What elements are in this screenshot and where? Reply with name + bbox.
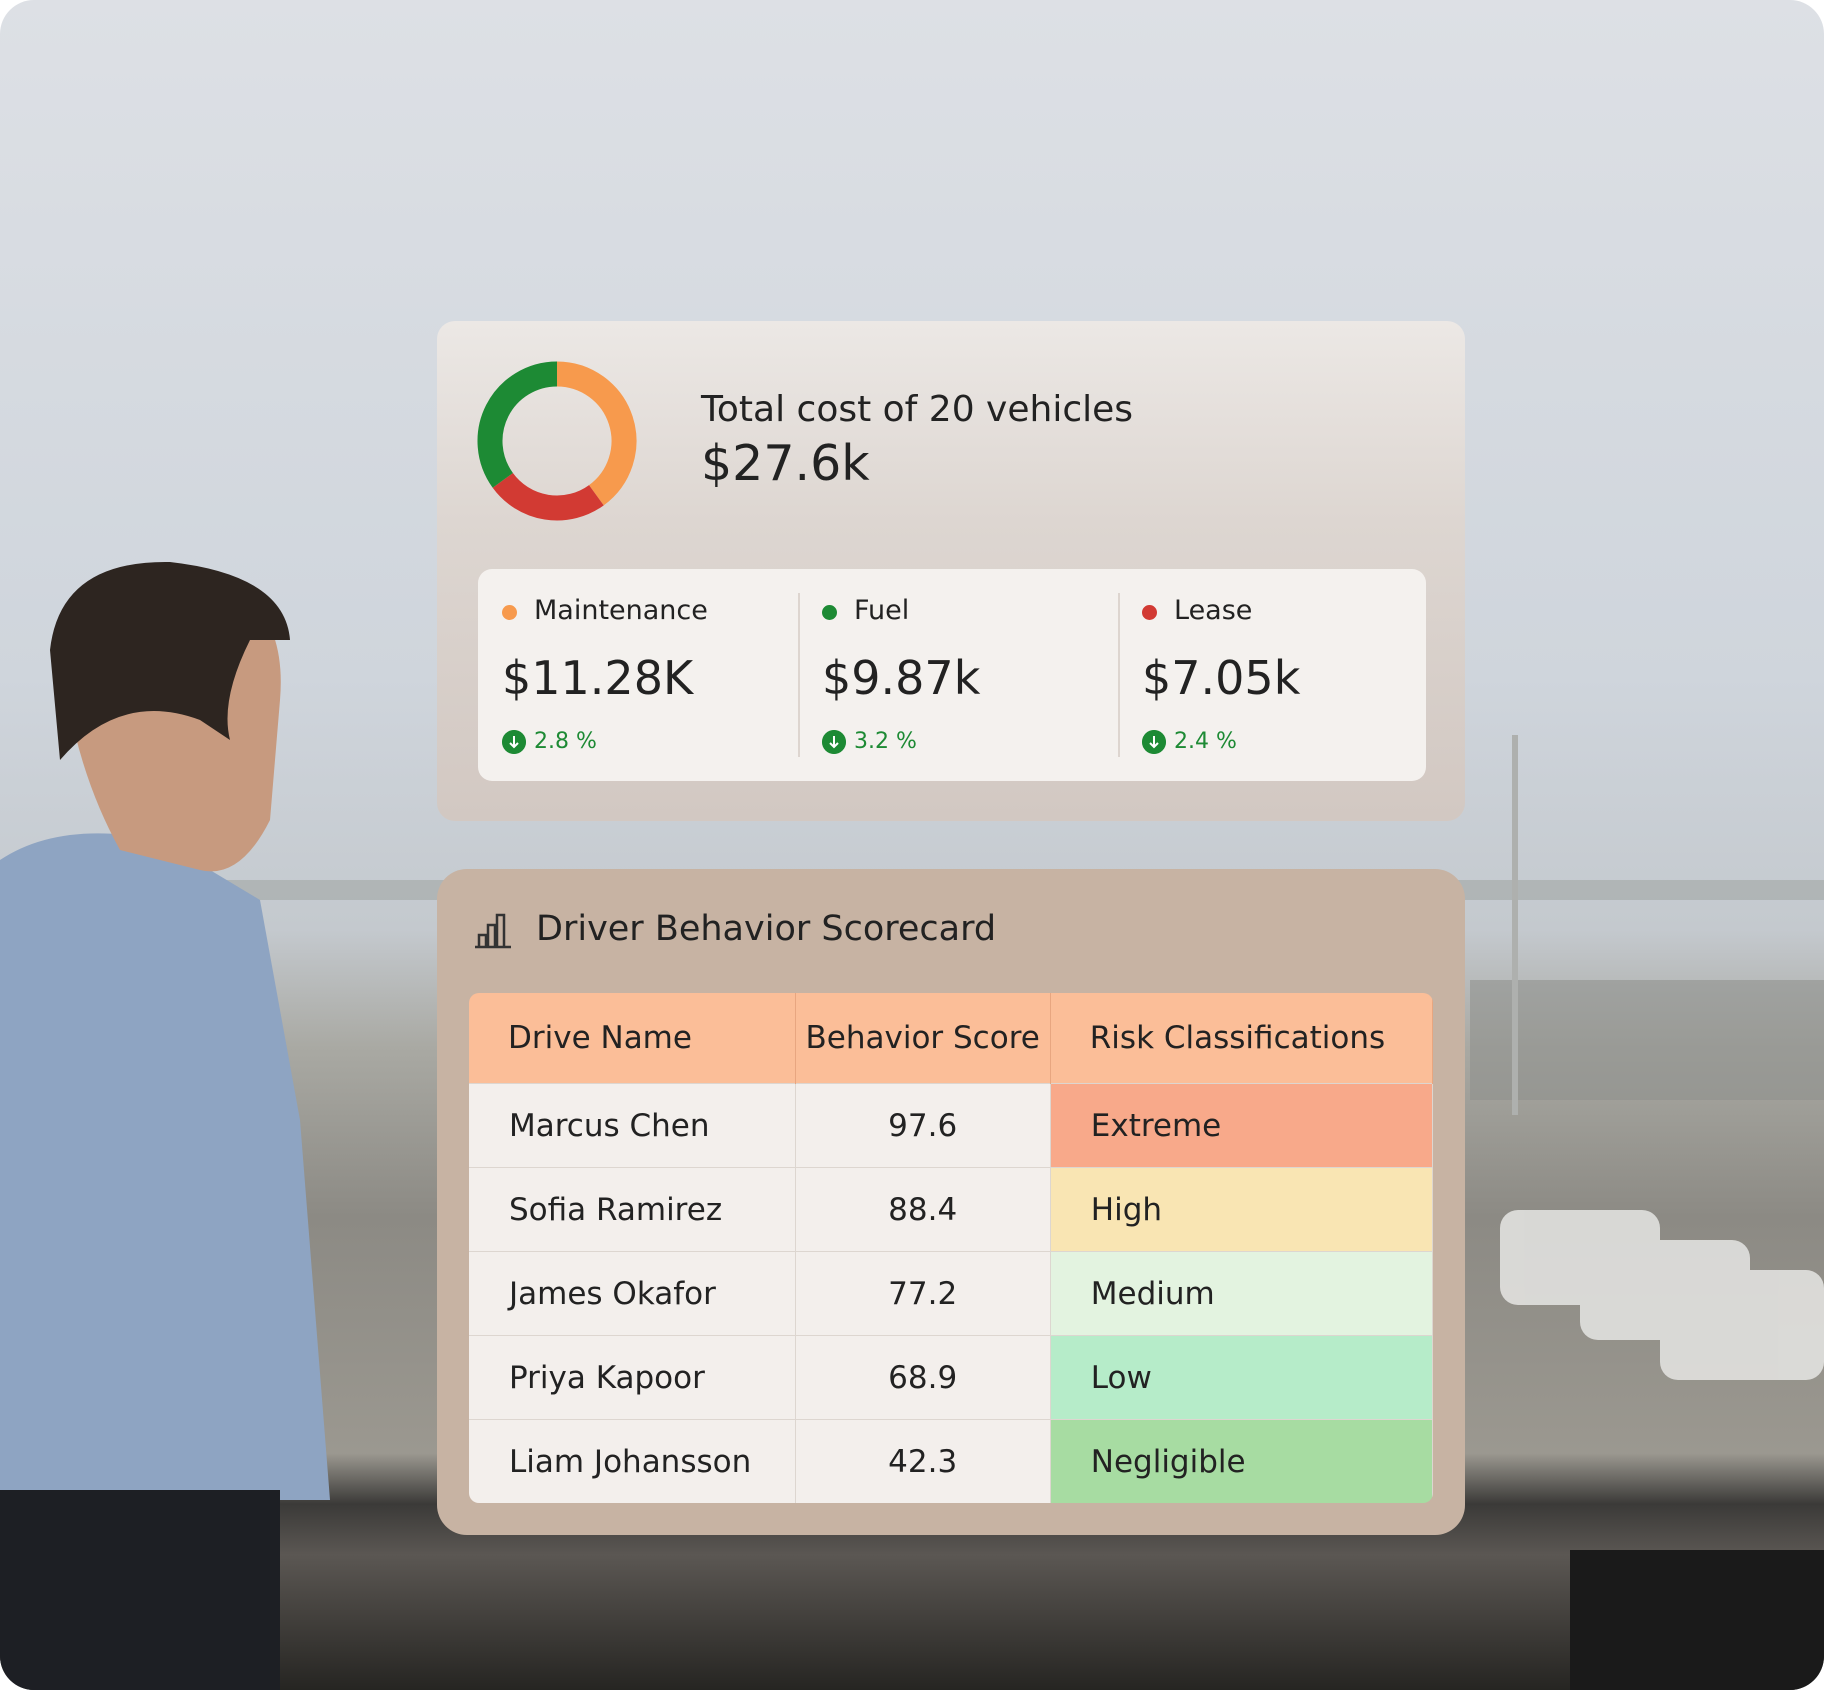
- donut-chart: [477, 361, 637, 521]
- scorecard-title: Driver Behavior Scorecard: [536, 909, 997, 949]
- item-name: Lease: [1174, 595, 1253, 626]
- item-name: Maintenance: [534, 595, 708, 626]
- down-arrow-icon: [502, 730, 526, 754]
- donut-segment: [556, 361, 637, 506]
- column-header: Drive Name: [469, 993, 796, 1084]
- item-change: 2.8 %: [534, 729, 597, 754]
- table-cell: Extreme: [1050, 1083, 1433, 1168]
- table-cell: 88.4: [795, 1167, 1051, 1252]
- cost-item: Lease $7.05k 2.4 %: [1118, 569, 1438, 781]
- column-header: Behavior Score: [795, 993, 1051, 1084]
- table-row: James Okafor 77.2 Medium: [469, 1251, 1433, 1336]
- down-arrow-icon: [1142, 730, 1166, 754]
- table-cell: Negligible: [1050, 1419, 1433, 1503]
- table-cell: 68.9: [795, 1335, 1051, 1420]
- cost-title: Total cost of 20 vehicles: [701, 389, 1134, 430]
- table-cell: Sofia Ramirez: [469, 1167, 796, 1252]
- legend-dot: [502, 605, 517, 620]
- divider: [798, 593, 800, 757]
- table-cell: High: [1050, 1167, 1433, 1252]
- icon-arrow: [1149, 736, 1159, 749]
- table-row: Priya Kapoor 68.9 Low: [469, 1335, 1433, 1420]
- table-cell: Marcus Chen: [469, 1083, 796, 1168]
- cost-total: $27.6k: [701, 435, 870, 492]
- table-cell: James Okafor: [469, 1251, 796, 1336]
- donut-segment: [492, 472, 604, 521]
- column-header: Risk Classifications: [1050, 993, 1433, 1084]
- table-row: Marcus Chen 97.6 Extreme: [469, 1083, 1433, 1168]
- cost-item: Maintenance $11.28K 2.8 %: [478, 569, 798, 781]
- legend-dot: [822, 605, 837, 620]
- down-arrow-icon: [822, 730, 846, 754]
- icon-arrow: [509, 736, 519, 749]
- table-cell: Medium: [1050, 1251, 1433, 1336]
- table-cell: Liam Johansson: [469, 1419, 796, 1503]
- item-name: Fuel: [854, 595, 910, 626]
- item-value: $11.28K: [502, 651, 694, 705]
- legend-dot: [1142, 605, 1157, 620]
- table-cell: 77.2: [795, 1251, 1051, 1336]
- divider: [1118, 593, 1120, 757]
- scorecard-card: Driver Behavior Scorecard Drive Name Beha…: [437, 869, 1465, 1535]
- item-value: $9.87k: [822, 651, 981, 705]
- cost-item: Fuel $9.87k 3.2 %: [798, 569, 1118, 781]
- table-row: Sofia Ramirez 88.4 High: [469, 1167, 1433, 1252]
- icon-arrow: [829, 736, 839, 749]
- item-change: 2.4 %: [1174, 729, 1237, 754]
- donut-segment: [477, 361, 558, 488]
- scorecard-table: Drive Name Behavior Score Risk Classificat…: [469, 993, 1433, 1503]
- table-cell: Priya Kapoor: [469, 1335, 796, 1420]
- table-cell: 42.3: [795, 1419, 1051, 1503]
- table-cell: 97.6: [795, 1083, 1051, 1168]
- cost-card: Total cost of 20 vehicles $27.6k Mainten…: [437, 321, 1465, 821]
- item-value: $7.05k: [1142, 651, 1301, 705]
- chart-icon: [475, 913, 511, 949]
- cost-breakdown: Maintenance $11.28K 2.8 % Fuel $9.87k 3.2 % Le…: [478, 569, 1426, 781]
- table-row: Liam Johansson 42.3 Negligible: [469, 1419, 1433, 1503]
- item-change: 3.2 %: [854, 729, 917, 754]
- header-row: Drive Name Behavior Score Risk Classificat…: [469, 993, 1433, 1084]
- table-cell: Low: [1050, 1335, 1433, 1420]
